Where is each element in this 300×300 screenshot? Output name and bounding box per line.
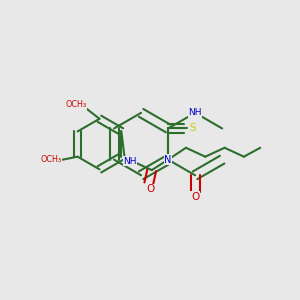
Text: O: O — [191, 192, 199, 202]
Text: OCH₃: OCH₃ — [41, 155, 62, 164]
Text: NH: NH — [188, 108, 202, 117]
Text: N: N — [164, 155, 172, 165]
Text: NH: NH — [123, 157, 137, 166]
Text: O: O — [146, 184, 154, 194]
Text: S: S — [190, 124, 196, 134]
Text: OCH₃: OCH₃ — [65, 100, 86, 109]
